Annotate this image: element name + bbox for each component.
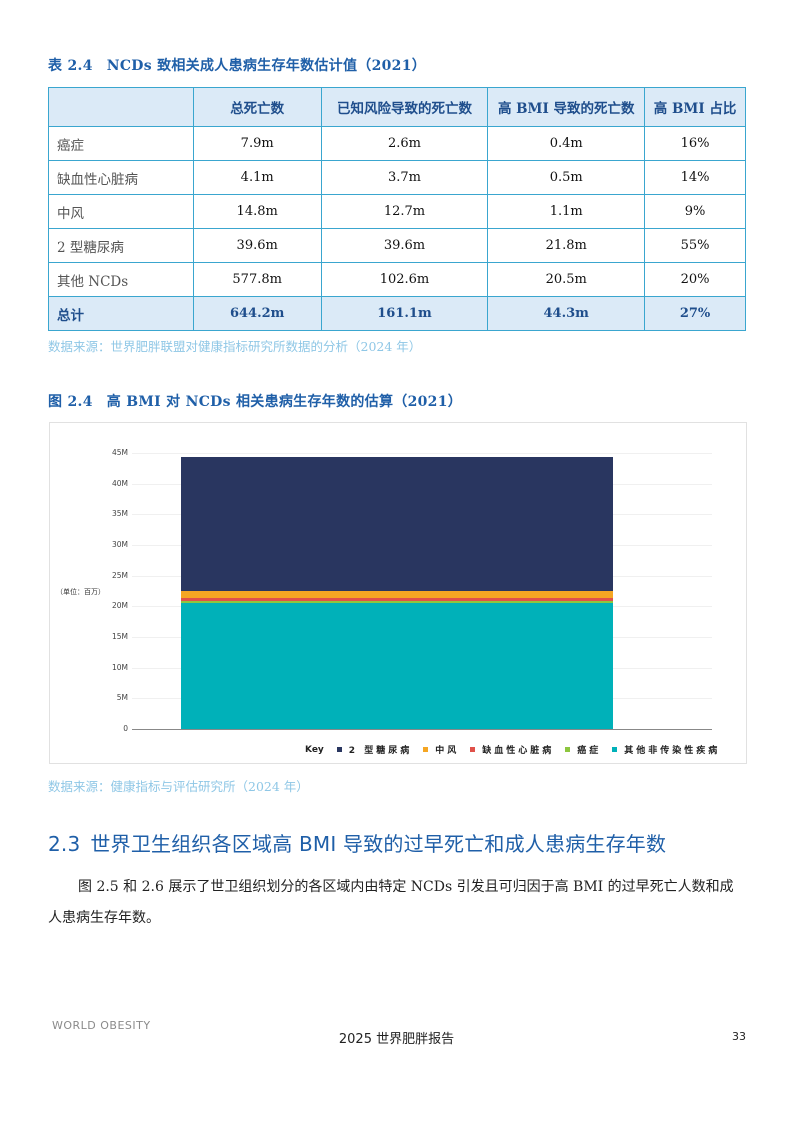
row-label: 2 型糖尿病 (48, 228, 194, 263)
y-tick-label: 20M (111, 601, 128, 611)
y-tick-label: 0 (123, 724, 128, 733)
header-total-deaths: 总死亡数 (192, 87, 322, 127)
figure-caption-number: 图 2.4 (48, 394, 93, 410)
table-caption-title: NCDs 致相关成人患病生存年数估计值（2021） (106, 58, 427, 74)
cell-known-risk: 2.6m (320, 126, 489, 161)
bar-segment (181, 457, 613, 591)
ncd-table: 总死亡数 已知风险导致的死亡数 高 BMI 导致的死亡数 高 BMI 占比 癌症… (48, 87, 746, 331)
y-tick-label: 30M (111, 540, 128, 549)
cell-high-bmi: 21.8m (487, 228, 646, 263)
stacked-bar-chart: 0 5M 10M 15M 20M 25M 30M 35M 40M 45M （单位：百万） Key … (49, 422, 747, 764)
bar-segment (181, 600, 613, 604)
gridline (132, 453, 712, 454)
table-header-row: 总死亡数 已知风险导致的死亡数 高 BMI 导致的死亡数 高 BMI 占比 (48, 87, 746, 127)
table-row: 中风 14.8m 12.7m 1.1m 9% (48, 194, 746, 229)
cell-known-risk: 102.6m (320, 262, 489, 297)
row-label: 缺血性心脏病 (48, 160, 194, 195)
legend-swatch-cancer (565, 747, 571, 752)
footer-title: 2025 世界肥胖报告 (338, 1032, 455, 1047)
total-share: 27% (644, 296, 746, 331)
table-row: 2 型糖尿病 39.6m 39.6m 21.8m 55% (48, 228, 746, 263)
section-body: 图 2.5 和 2.6 展示了世卫组织划分的各区域内由特定 NCDs 引发且可归… (48, 879, 734, 926)
section-title: 世界卫生组织各区域高 BMI 导致的过早死亡和成人患病生存年数 (90, 832, 667, 856)
header-known-risk-deaths: 已知风险导致的死亡数 (320, 87, 489, 127)
table-row: 其他 NCDs 577.8m 102.6m 20.5m 20% (48, 262, 746, 297)
legend-label-cancer: 癌症 (577, 746, 602, 756)
table-row: 癌症 7.9m 2.6m 0.4m 16% (48, 126, 746, 161)
legend-label-stroke: 中风 (435, 746, 460, 756)
header-high-bmi-share: 高 BMI 占比 (644, 87, 746, 127)
table-caption: 表 2.4 NCDs 致相关成人患病生存年数估计值（2021） (48, 55, 426, 75)
y-tick-label: 15M (111, 632, 128, 641)
y-tick-label: 5M (116, 693, 128, 703)
cell-high-bmi: 0.4m (487, 126, 646, 161)
table-caption-number: 表 2.4 (48, 58, 93, 74)
unit-label: （单位：百万） (56, 588, 105, 596)
row-label: 其他 NCDs (48, 262, 194, 297)
cell-total: 7.9m (192, 126, 322, 161)
cell-share: 55% (644, 228, 746, 263)
total-known-risk: 161.1m (320, 296, 489, 331)
row-label: 中风 (48, 194, 194, 229)
total-label: 总计 (48, 296, 194, 331)
cell-total: 39.6m (192, 228, 322, 263)
cell-share: 9% (644, 194, 746, 229)
figure-source: 数据来源：健康指标与评估研究所（2024 年） (48, 779, 309, 794)
legend-swatch-other (612, 747, 618, 752)
legend-label-ihd: 缺血性心脏病 (482, 746, 555, 756)
cell-high-bmi: 0.5m (487, 160, 646, 195)
y-tick-label: 45M (111, 448, 128, 457)
row-label: 癌症 (48, 126, 194, 161)
figure-caption: 图 2.4 高 BMI 对 NCDs 相关患病生存年数的估算（2021） (48, 391, 462, 411)
legend-swatch-stroke (423, 747, 429, 752)
table-total-row: 总计 644.2m 161.1m 44.3m 27% (48, 296, 746, 331)
legend-key-label: Key (305, 744, 324, 755)
legend-label-other: 其他非传染性疾病 (624, 746, 721, 756)
section-number: 2.3 (48, 832, 81, 856)
legend-label-diabetes: 2 型糖尿病 (348, 746, 413, 756)
bar-segment (181, 603, 613, 729)
header-high-bmi-deaths: 高 BMI 导致的死亡数 (487, 87, 646, 127)
cell-total: 4.1m (192, 160, 322, 195)
cell-high-bmi: 1.1m (487, 194, 646, 229)
cell-total: 14.8m (192, 194, 322, 229)
table-row: 缺血性心脏病 4.1m 3.7m 0.5m 14% (48, 160, 746, 195)
chart-legend: Key 2 型糖尿病 中风 缺血性心脏病 癌症 其他非传染性疾病 (305, 743, 721, 757)
section-heading: 2.3 世界卫生组织各区域高 BMI 导致的过早死亡和成人患病生存年数 (48, 828, 666, 857)
cell-known-risk: 3.7m (320, 160, 489, 195)
cell-total: 577.8m (192, 262, 322, 297)
figure-caption-title: 高 BMI 对 NCDs 相关患病生存年数的估算（2021） (106, 394, 463, 410)
cell-share: 20% (644, 262, 746, 297)
bar-segment (181, 591, 613, 598)
y-tick-label: 25M (111, 570, 128, 580)
cell-high-bmi: 20.5m (487, 262, 646, 297)
x-axis-line (132, 729, 712, 730)
cell-share: 16% (644, 126, 746, 161)
page-number: 33 (732, 1030, 746, 1043)
cell-share: 14% (644, 160, 746, 195)
y-tick-label: 10M (111, 662, 128, 672)
legend-swatch-ihd (470, 747, 476, 752)
cell-known-risk: 12.7m (320, 194, 489, 229)
total-high-bmi: 44.3m (487, 296, 646, 331)
legend-swatch-diabetes (336, 747, 342, 752)
y-tick-label: 40M (111, 478, 128, 488)
world-obesity-logo: WORLD OBESITY (52, 1019, 151, 1032)
cell-known-risk: 39.6m (320, 228, 489, 263)
y-tick-label: 35M (111, 509, 128, 519)
bar-segment (181, 597, 613, 601)
total-deaths: 644.2m (192, 296, 322, 331)
header-empty (48, 87, 194, 127)
table-source: 数据来源：世界肥胖联盟对健康指标研究所数据的分析（2024 年） (48, 339, 422, 354)
